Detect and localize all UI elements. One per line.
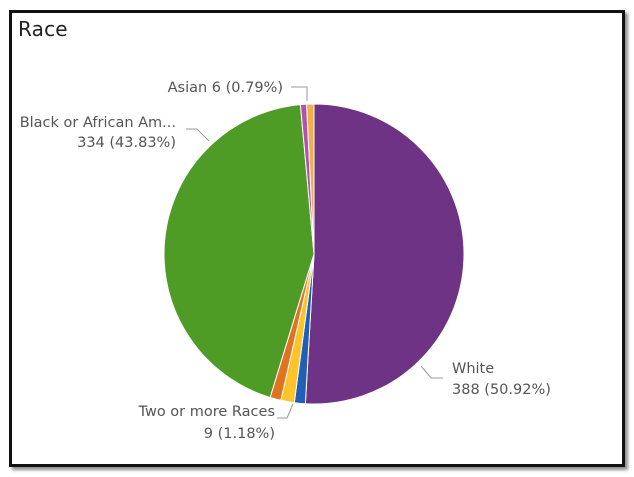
data-label-black-name: Black or African Am... bbox=[20, 115, 176, 131]
leader-line-white bbox=[420, 365, 443, 379]
chart-title: Race bbox=[18, 17, 68, 41]
data-label-black-value: 334 (43.83%) bbox=[77, 135, 176, 151]
pie-slice-5[interactable] bbox=[163, 104, 315, 399]
leader-line-asian bbox=[291, 86, 308, 101]
leader-line-black bbox=[186, 128, 210, 142]
data-label-asian: Asian 6 (0.79%) bbox=[168, 80, 283, 96]
data-label-white-value: 388 (50.92%) bbox=[452, 382, 551, 398]
leader-line-two-or-more bbox=[277, 403, 294, 419]
data-label-two-or-more-value: 9 (1.18%) bbox=[204, 426, 275, 442]
pie-slices bbox=[163, 103, 465, 405]
data-label-two-or-more-name: Two or more Races bbox=[138, 404, 276, 420]
pie-slice-7[interactable] bbox=[306, 103, 315, 255]
data-label-white-name: White bbox=[452, 361, 494, 377]
pie-slice-1[interactable] bbox=[304, 103, 465, 405]
